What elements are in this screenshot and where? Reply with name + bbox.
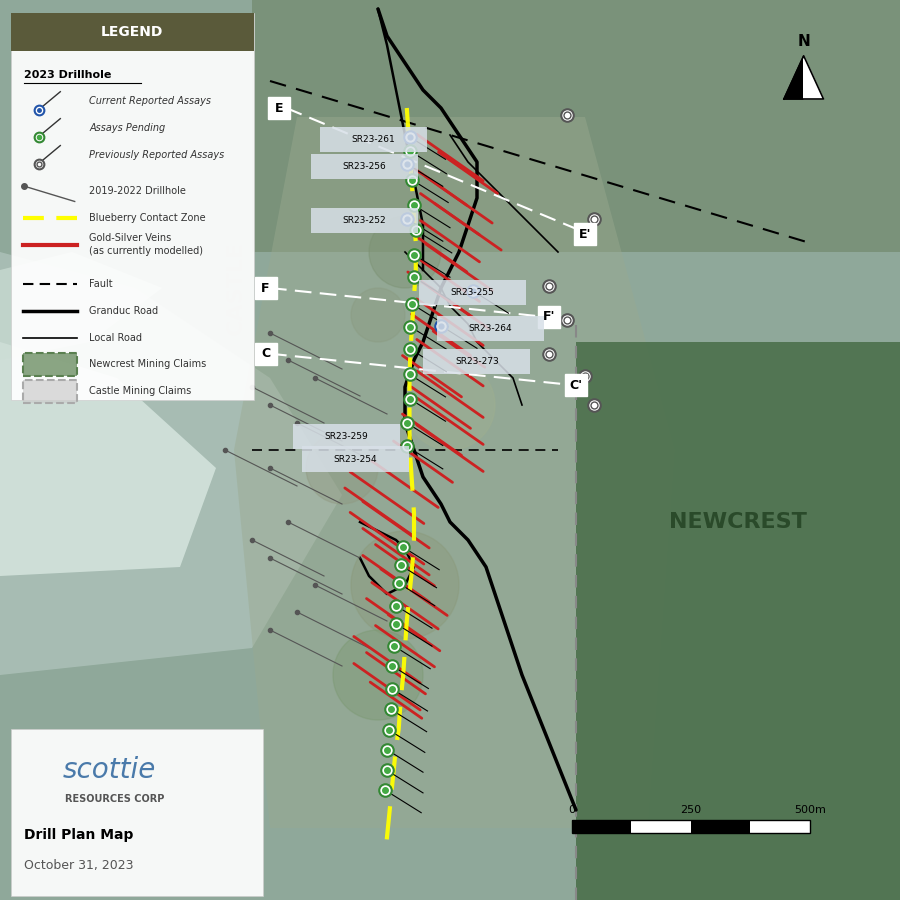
Polygon shape xyxy=(804,56,824,99)
Polygon shape xyxy=(0,252,342,675)
Bar xyxy=(11,14,254,400)
Text: scottie: scottie xyxy=(63,755,157,784)
Text: 2023 Drillhole: 2023 Drillhole xyxy=(24,69,112,80)
Text: Granduc Road: Granduc Road xyxy=(89,306,158,316)
Circle shape xyxy=(306,432,378,504)
Text: LEGEND: LEGEND xyxy=(101,25,164,40)
Text: SR23-256: SR23-256 xyxy=(343,162,386,171)
Text: 250: 250 xyxy=(680,806,701,815)
Text: 2019-2022 Drillhole: 2019-2022 Drillhole xyxy=(89,185,186,195)
Text: CASTLE: CASTLE xyxy=(226,241,246,335)
Text: SR23-264: SR23-264 xyxy=(469,324,512,333)
Bar xyxy=(572,820,631,833)
Text: F': F' xyxy=(543,310,555,323)
Text: SR23-261: SR23-261 xyxy=(352,135,395,144)
Text: Drill Plan Map: Drill Plan Map xyxy=(24,828,134,842)
Text: Local Road: Local Road xyxy=(89,333,142,343)
Bar xyxy=(22,353,76,376)
Circle shape xyxy=(351,288,405,342)
FancyBboxPatch shape xyxy=(310,154,418,179)
Text: Previously Reported Assays: Previously Reported Assays xyxy=(89,149,224,159)
Text: Current Reported Assays: Current Reported Assays xyxy=(89,95,212,105)
Text: SR23-273: SR23-273 xyxy=(455,357,499,366)
Text: E: E xyxy=(274,102,284,114)
Text: Newcrest Mining Claims: Newcrest Mining Claims xyxy=(89,359,206,370)
FancyBboxPatch shape xyxy=(418,280,526,305)
Text: October 31, 2023: October 31, 2023 xyxy=(24,860,134,872)
Text: C: C xyxy=(261,347,270,360)
Text: SR23-252: SR23-252 xyxy=(343,216,386,225)
Text: 500m: 500m xyxy=(794,806,826,815)
Text: Gold-Silver Veins
(as currently modelled): Gold-Silver Veins (as currently modelled… xyxy=(89,233,203,256)
Text: Castle Mining Claims: Castle Mining Claims xyxy=(89,386,192,396)
Text: N: N xyxy=(797,33,810,49)
Text: Fault: Fault xyxy=(89,279,112,289)
Text: SR23-259: SR23-259 xyxy=(325,432,368,441)
Circle shape xyxy=(333,630,423,720)
Bar xyxy=(22,380,76,403)
Bar xyxy=(751,820,810,833)
Text: SR23-255: SR23-255 xyxy=(451,288,494,297)
Bar xyxy=(11,14,254,51)
FancyBboxPatch shape xyxy=(423,349,530,374)
Text: RESOURCES CORP: RESOURCES CORP xyxy=(65,794,164,805)
Bar xyxy=(22,353,76,376)
Bar xyxy=(631,820,691,833)
Text: SR23-254: SR23-254 xyxy=(334,454,377,464)
Polygon shape xyxy=(0,252,162,360)
FancyBboxPatch shape xyxy=(292,424,400,449)
FancyBboxPatch shape xyxy=(320,127,427,152)
Circle shape xyxy=(351,531,459,639)
Text: C': C' xyxy=(570,379,582,392)
Text: E': E' xyxy=(579,228,591,240)
FancyBboxPatch shape xyxy=(310,208,418,233)
Text: 0: 0 xyxy=(568,806,575,815)
Circle shape xyxy=(369,216,441,288)
Bar xyxy=(11,729,263,896)
Text: NEWCREST: NEWCREST xyxy=(669,512,807,532)
FancyBboxPatch shape xyxy=(436,316,544,341)
Polygon shape xyxy=(252,0,900,252)
Polygon shape xyxy=(576,342,900,900)
Polygon shape xyxy=(234,117,675,828)
Text: F: F xyxy=(261,282,270,294)
Polygon shape xyxy=(0,342,216,576)
Text: Blueberry Contact Zone: Blueberry Contact Zone xyxy=(89,212,206,222)
Polygon shape xyxy=(784,56,804,99)
FancyBboxPatch shape xyxy=(302,446,409,472)
Bar xyxy=(22,380,76,403)
Bar xyxy=(572,820,810,833)
Circle shape xyxy=(405,360,495,450)
Bar xyxy=(691,820,751,833)
Text: Assays Pending: Assays Pending xyxy=(89,122,166,132)
